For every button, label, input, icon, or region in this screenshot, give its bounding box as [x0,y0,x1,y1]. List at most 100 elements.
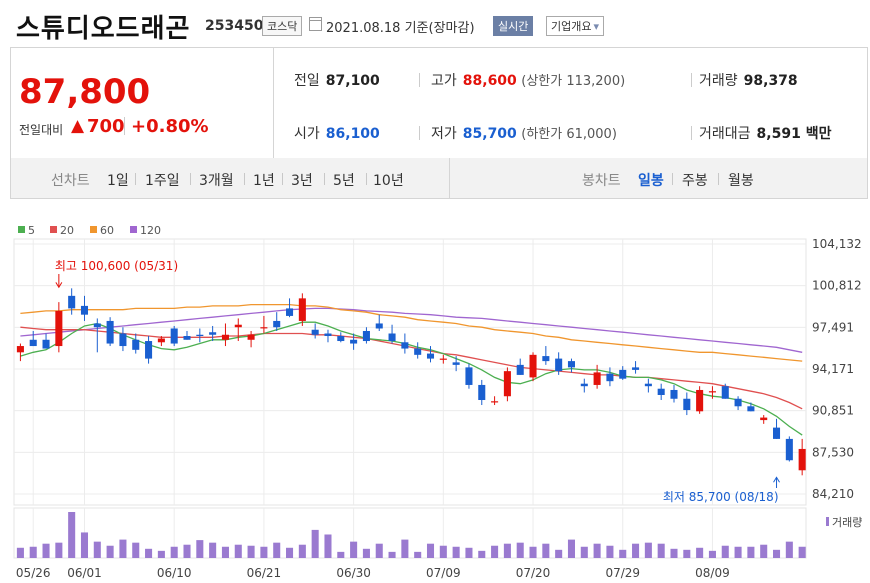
candle-monthly[interactable]: 월봉 [728,173,754,189]
x-axis: 05/26 06/01 06/10 06/21 06/30 07/09 07/20 07/29… [16,566,730,580]
x-tick-label: 06/01 [67,566,102,580]
legend-label-20: 20 [60,224,74,237]
y-tick-label: 104,132 [812,237,862,251]
candle-body [183,336,191,340]
candle-body [55,310,63,347]
date-value: 2021.08.18 [326,21,401,36]
candle-body [337,336,345,342]
price-chart[interactable]: 5 20 60 120 최고 100,600 (05/31) 최저 85,700 (08… [0,208,870,583]
chart-legend: 5 20 60 120 [18,224,161,237]
separator [190,173,191,185]
stat-value: 86,100 [325,126,380,142]
candle-body [80,305,89,315]
volume-bar [29,546,37,558]
candle-body [721,386,729,399]
line-chart-label: 선차트 [51,173,90,189]
candle-weekly[interactable]: 주봉 [682,173,708,189]
candle-body [516,364,524,375]
volume-bar [606,545,614,558]
volume-bar [644,542,652,558]
volume-bar [324,534,332,558]
x-tick-label: 06/30 [336,566,371,580]
volume-bar [80,532,89,558]
separator [324,173,325,185]
x-tick-label: 08/09 [695,566,730,580]
stat-label: 고가 [431,73,457,89]
header: 스튜디오드래곤 253450 코스닥 2021.08.18 기준(장마감) 실시… [0,0,870,46]
change-divider [124,117,125,135]
candle-body [170,328,178,344]
y-tick-label: 94,171 [812,362,854,376]
plot-frame [13,238,807,506]
divider [419,126,420,140]
period-10y[interactable]: 10년 [373,173,404,189]
candle-body [465,367,473,385]
candle-body [773,427,781,439]
stat-prev: 전일 87,100 [294,70,380,90]
candle-body [311,329,319,335]
period-bar-divider [449,158,450,198]
candle-body [106,320,114,344]
candle-body [375,323,383,329]
candle-body [491,401,499,403]
volume-bar [619,549,627,558]
high-note-label: 최고 100,600 (05/31) [55,259,178,273]
candle-body [260,327,268,329]
volume-bar [785,541,793,558]
volume-bar [452,546,460,558]
chart-annotations: 최고 100,600 (05/31) 최저 85,700 (08/18) [55,259,780,504]
change-value: 700 [87,116,125,137]
candle-chart-label: 봉차트 [582,173,621,189]
market-badge: 코스닥 [262,16,303,36]
period-3y[interactable]: 3년 [291,173,313,189]
y-tick-label: 87,530 [812,445,854,459]
volume-bar [260,546,268,558]
candle-daily[interactable]: 일봉 [638,173,664,189]
volume-frame [13,507,807,559]
volume-bar [221,546,229,558]
overview-label: 기업개요 [551,20,592,33]
candle-body [593,372,601,385]
volume-bar [465,547,473,558]
x-tick-label: 06/21 [247,566,282,580]
volume-bar [491,545,499,558]
volume-bar [388,551,396,558]
period-1y[interactable]: 1년 [253,173,275,189]
x-tick-label: 07/09 [426,566,461,580]
realtime-button[interactable]: 실시간 [493,16,534,36]
x-tick-label: 07/20 [516,566,551,580]
volume-bar [157,550,165,558]
ma5-line [20,321,803,436]
stat-low: 저가 85,700 (하한가 61,000) [431,123,617,143]
period-3m[interactable]: 3개월 [199,173,234,189]
volume-bar [350,541,358,558]
candle-body [478,384,486,401]
period-1w[interactable]: 1주일 [145,173,180,189]
candle-body [644,383,652,387]
volume-chart: 거래량 [13,507,862,559]
period-5y[interactable]: 5년 [333,173,355,189]
volume-bar [773,549,781,558]
ma60-line [20,303,803,362]
candle-body [68,295,76,309]
candle-body [273,320,281,328]
volume-bar [337,551,345,558]
change-label: 전일대비 [19,123,64,137]
company-overview-dropdown[interactable]: 기업개요 ▾ [546,16,605,36]
stock-code: 253450 [205,18,264,34]
stat-high: 고가 88,600 (상한가 113,200) [431,70,625,90]
current-price-box: 87,800 전일대비 ▲ 700 +0.80% [11,48,274,158]
volume-bar [542,543,550,558]
volume-bar [529,546,537,558]
ma120-line [20,307,803,353]
volume-bar [375,543,383,558]
period-1d[interactable]: 1일 [107,173,129,189]
stat-sub: (상한가 113,200) [521,74,626,89]
price-panel: 87,800 전일대비 ▲ 700 +0.80% 전일 87,100 고가 88,6… [10,47,868,159]
volume-bar [721,545,729,558]
volume-bar [170,546,178,558]
volume-bar [708,550,716,558]
divider [419,73,420,87]
x-tick-label: 07/29 [605,566,640,580]
candle-body [362,330,370,342]
